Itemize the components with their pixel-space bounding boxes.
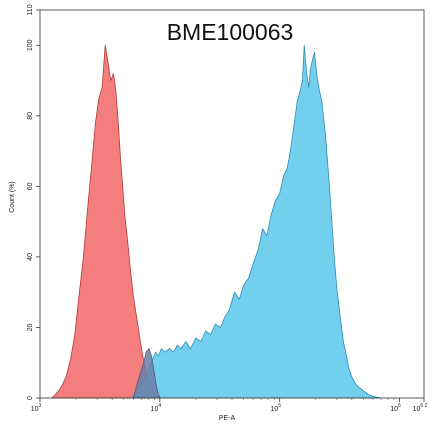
series-1-area <box>51 44 158 399</box>
y-tick-label: 60 <box>27 182 34 190</box>
series-2-area <box>131 44 382 399</box>
y-axis-label: Count (%) <box>9 181 16 213</box>
y-tick-label: 100 <box>27 39 34 51</box>
x-tick-label: 104 <box>151 403 162 413</box>
y-tick-label: 0 <box>27 396 34 400</box>
ticks-layer: 103 104 105 106 106.2 0 20 40 60 80 100 110 <box>27 4 428 413</box>
chart-title: BME100063 <box>167 19 294 45</box>
x-tick-label: 105 <box>270 403 281 413</box>
x-axis-label: PE-A <box>219 415 236 422</box>
y-tick-label: 40 <box>27 253 34 261</box>
series-layer <box>51 44 382 399</box>
x-tick-label: 106.2 <box>413 403 428 413</box>
x-tick-label: 106 <box>390 403 401 413</box>
x-tick-label: 103 <box>31 403 42 413</box>
series-3-area <box>132 348 161 399</box>
y-tick-label: 80 <box>27 112 34 120</box>
y-tick-label: 110 <box>27 4 34 15</box>
y-tick-label: 20 <box>27 323 34 331</box>
